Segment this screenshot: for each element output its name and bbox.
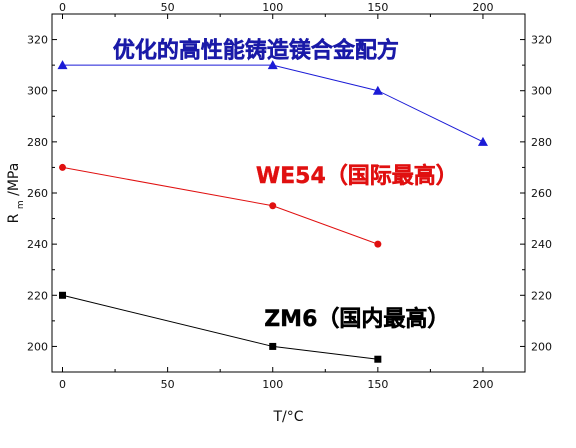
y-axis-title: R m /MPa xyxy=(6,163,26,224)
y-tick-label-right: 220 xyxy=(531,289,552,302)
svg-text:R m /MPa: R m /MPa xyxy=(6,163,26,224)
annotation-label: ZM6（国内最高） xyxy=(264,306,449,332)
series-line xyxy=(62,64,484,143)
x-tick-label-top: 100 xyxy=(262,1,283,14)
x-tick-label-bottom: 0 xyxy=(59,378,66,391)
x-tick-label-top: 50 xyxy=(161,1,175,14)
annotations: 优化的高性能铸造镁合金配方 WE54（国际最高） ZM6（国内最高） xyxy=(113,37,458,332)
data-point-square xyxy=(374,355,382,363)
data-point-triangle xyxy=(57,60,68,70)
y-tick-label-right: 200 xyxy=(531,340,552,353)
y-axis-title-unit: /MPa xyxy=(6,163,22,196)
data-point-square xyxy=(269,342,277,350)
y-tick-label-right: 280 xyxy=(531,136,552,149)
x-tick-label-top: 0 xyxy=(59,1,66,14)
axes: 0 0 50 50 100 100 150 150 200 200 200 200 220 220 240 2… xyxy=(27,1,552,391)
annotation-label: WE54（国际最高） xyxy=(256,163,458,189)
y-tick-label-left: 280 xyxy=(27,136,48,149)
series-circle xyxy=(59,163,382,248)
series-triangle xyxy=(57,60,488,146)
y-tick-label-left: 240 xyxy=(27,238,48,251)
data-point-triangle xyxy=(372,85,383,95)
data-point-circle xyxy=(374,240,382,248)
x-tick-label-bottom: 100 xyxy=(262,378,283,391)
x-tick-label-top: 150 xyxy=(367,1,388,14)
data-point-triangle xyxy=(477,136,488,146)
annotation-label: 优化的高性能铸造镁合金配方 xyxy=(113,37,399,63)
y-tick-label-right: 260 xyxy=(531,187,552,200)
y-tick-label-right: 240 xyxy=(531,238,552,251)
x-tick-label-top: 200 xyxy=(472,1,493,14)
x-tick-label-bottom: 50 xyxy=(161,378,175,391)
y-axis-title-subscript: m xyxy=(16,200,26,209)
x-tick-label-bottom: 200 xyxy=(472,378,493,391)
data-point-circle xyxy=(269,202,277,210)
x-tick-label-bottom: 150 xyxy=(367,378,388,391)
data-point-triangle xyxy=(267,60,278,70)
series-group xyxy=(57,60,488,363)
y-tick-label-left: 200 xyxy=(27,340,48,353)
x-axis-title: T/°C xyxy=(272,409,303,425)
y-tick-label-left: 300 xyxy=(27,85,48,98)
data-point-square xyxy=(59,291,67,299)
y-tick-label-right: 320 xyxy=(531,34,552,47)
y-tick-label-left: 260 xyxy=(27,187,48,200)
y-tick-label-right: 300 xyxy=(531,85,552,98)
series-square xyxy=(59,291,382,363)
y-tick-label-left: 320 xyxy=(27,34,48,47)
y-axis-title-main: R xyxy=(6,213,22,223)
y-tick-label-left: 220 xyxy=(27,289,48,302)
data-point-circle xyxy=(59,163,67,171)
